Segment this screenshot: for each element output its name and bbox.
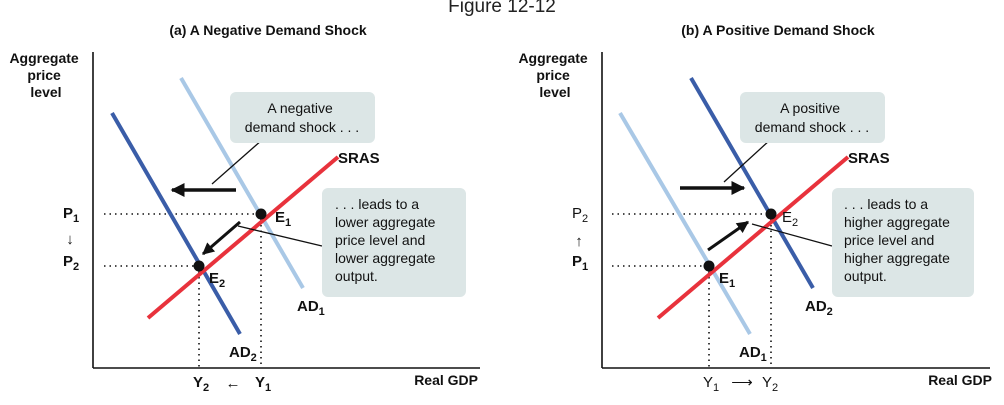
panel-b-callout-pointer-top [723, 139, 771, 183]
panel-b-e2-point [765, 208, 777, 220]
panel-b-callout-right-box [832, 188, 974, 297]
panel-a-e-lower-label: E2 [209, 270, 225, 290]
panel-a-guides [104, 213, 262, 368]
panel-b-p-top-label: P2 [572, 205, 588, 225]
panel-b-e-lower-label: E1 [719, 270, 735, 290]
panel-a-callout-right-box [322, 188, 466, 297]
panel-a-x-arrow: ← [226, 375, 241, 392]
panel-b-e-upper-label: E2 [782, 209, 798, 229]
figure-title: Figure 12-12 [448, 0, 556, 17]
panel-a-sras-label: SRAS [338, 150, 380, 167]
panel-a-ad2-label: AD2 [229, 344, 257, 364]
panel-a-title: (a) A Negative Demand Shock [169, 22, 367, 38]
panel-a-callout-right-text: . . . leads to a lower aggregate price l… [335, 196, 439, 284]
panel-b-e1-point [703, 260, 715, 272]
panel-b-ad2-curve [689, 76, 815, 290]
panel-b-sras-curve [656, 155, 850, 320]
panel-b-ad2-label: AD2 [805, 298, 833, 318]
panel-a-ad1-label: AD1 [297, 298, 325, 318]
panel-a-callout-top-text: A negative demand shock . . . [245, 100, 359, 135]
panel-a: (a) A Negative Demand Shock Aggregate pr… [9, 22, 480, 394]
panel-b-callout-top-box [740, 92, 885, 143]
panel-b-callout-top-text: A positive demand shock . . . [755, 100, 869, 135]
panel-a-p-arrow: ↓ [66, 231, 74, 248]
panel-a-callout-top-box [230, 92, 375, 143]
panel-b-callout-right-text: . . . leads to a higher aggregate price … [844, 196, 954, 284]
panel-a-sras-curve [146, 155, 340, 320]
panel-b-callout-pointer-right [751, 223, 833, 247]
panel-a-callout-pointer-right [237, 225, 323, 247]
panel-b-y-left-label: Y1 [703, 374, 719, 394]
panel-b-guides [612, 213, 772, 368]
panel-a-p-bottom-label: P2 [63, 253, 79, 273]
panel-b-x-arrow: ⟶ [731, 374, 753, 391]
panel-a-y-right-label: Y1 [255, 374, 271, 394]
panel-a-callout-pointer-top [211, 139, 263, 185]
panel-b-x-axis-label: Real GDP [928, 372, 992, 388]
panel-b-ad1-curve [618, 111, 752, 336]
panel-b-p-bottom-label: P1 [572, 253, 588, 273]
panel-b-move-arrow [707, 220, 749, 252]
panel-a-y-axis-label: Aggregate price level [9, 50, 82, 100]
panel-b-y-right-label: Y2 [762, 374, 778, 394]
panel-b-ad1-label: AD1 [739, 344, 767, 364]
panel-b: (b) A Positive Demand Shock Aggregate pr… [518, 22, 992, 394]
panel-a-move-arrow [202, 220, 241, 256]
panel-a-x-axis-label: Real GDP [414, 372, 478, 388]
panel-a-e1-point [255, 208, 267, 220]
panel-a-y-left-label: Y2 [193, 374, 209, 394]
panel-a-e-upper-label: E1 [275, 209, 291, 229]
panel-a-ad2-curve [110, 111, 242, 336]
panel-a-p-top-label: P1 [63, 205, 79, 225]
panel-b-p-arrow: ↑ [575, 233, 583, 250]
panel-a-ad1-curve [179, 76, 305, 290]
panel-b-title: (b) A Positive Demand Shock [681, 22, 875, 38]
panel-a-e2-point [193, 260, 205, 272]
panel-b-sras-label: SRAS [848, 150, 890, 167]
panel-b-y-axis-label: Aggregate price level [518, 50, 591, 100]
